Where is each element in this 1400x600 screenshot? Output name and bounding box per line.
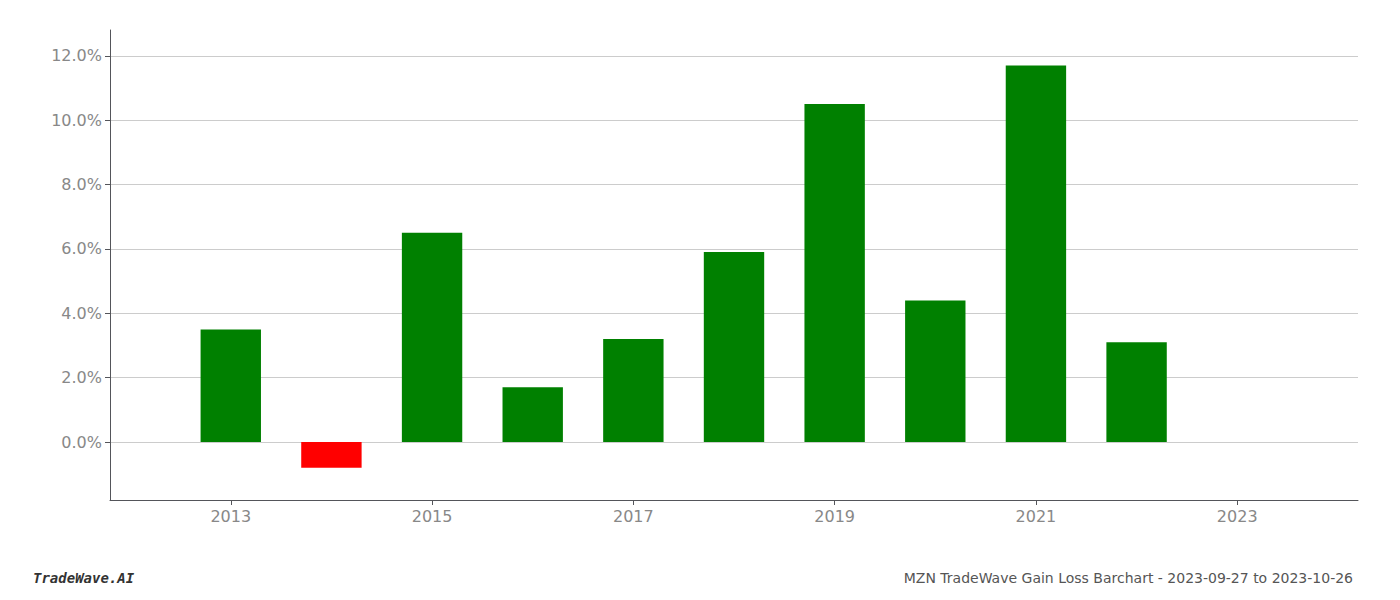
svg-text:2.0%: 2.0% [61,368,102,387]
svg-text:2019: 2019 [814,507,855,526]
svg-text:4.0%: 4.0% [61,304,102,323]
svg-text:10.0%: 10.0% [51,111,102,130]
svg-text:0.0%: 0.0% [61,433,102,452]
svg-text:2017: 2017 [613,507,654,526]
svg-text:2015: 2015 [412,507,453,526]
svg-text:8.0%: 8.0% [61,175,102,194]
svg-text:TradeWave.AI: TradeWave.AI [33,570,135,586]
svg-text:2013: 2013 [210,507,251,526]
svg-text:12.0%: 12.0% [51,46,102,65]
svg-text:2021: 2021 [1016,507,1057,526]
svg-text:6.0%: 6.0% [61,239,102,258]
svg-text:2023: 2023 [1217,507,1258,526]
svg-text:MZN TradeWave Gain Loss Barcha: MZN TradeWave Gain Loss Barchart - 2023-… [904,570,1353,586]
